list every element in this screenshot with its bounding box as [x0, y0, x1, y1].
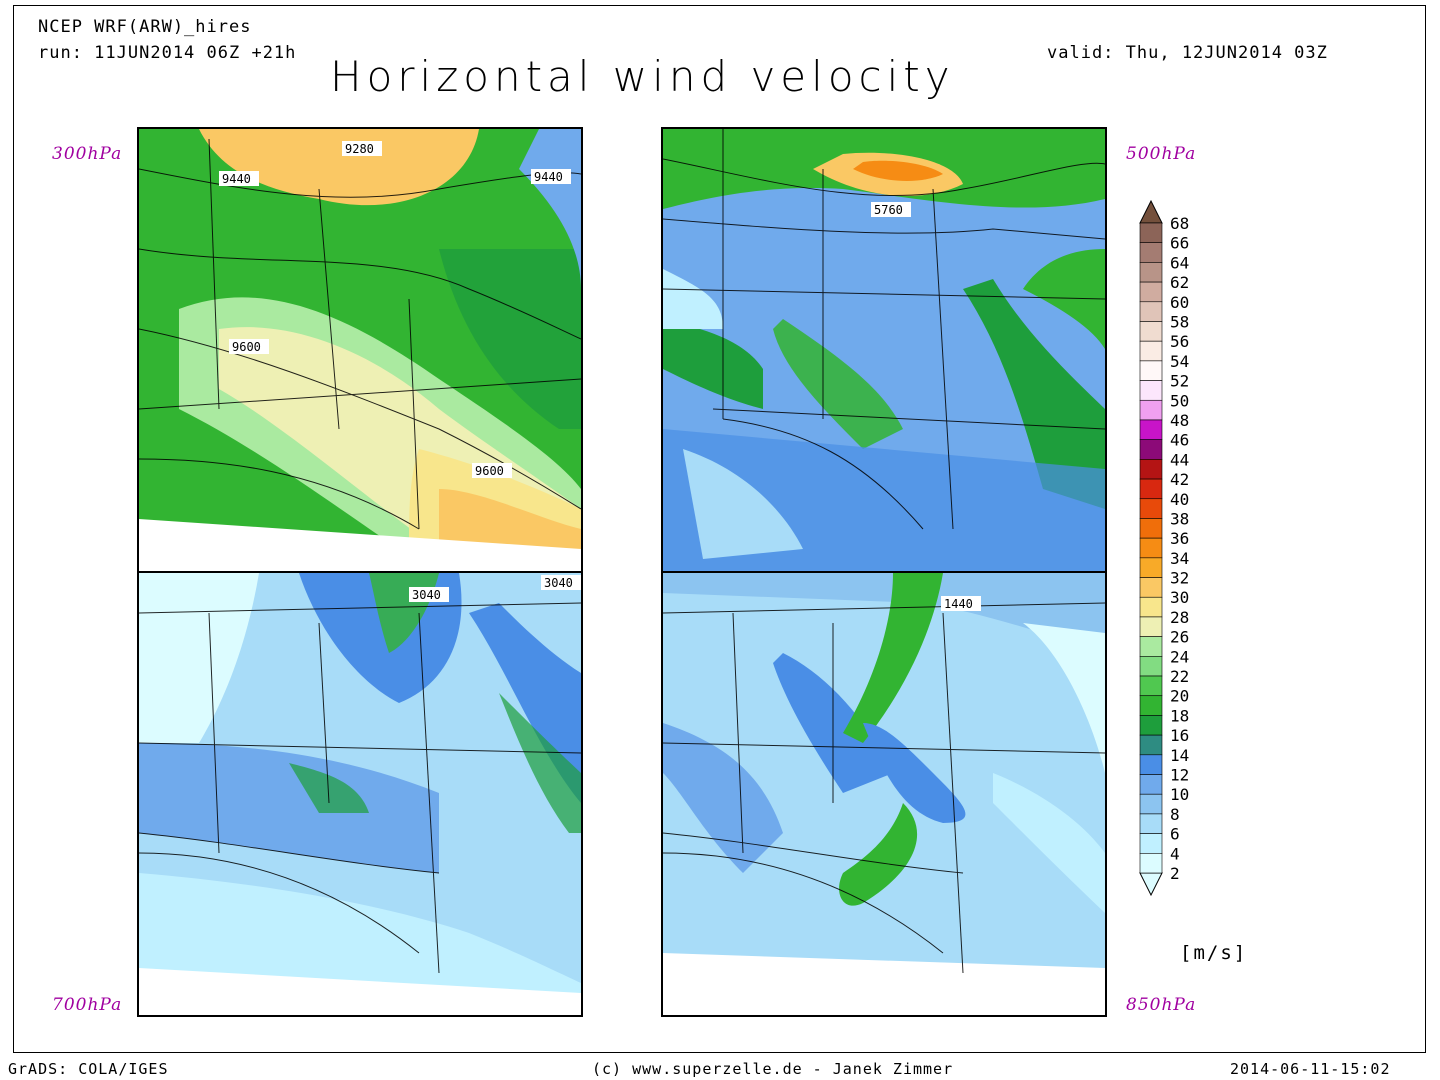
colorbar-swatch	[1139, 774, 1163, 795]
colorbar-tick-label: 8	[1170, 805, 1180, 824]
colorbar-tick-label: 48	[1170, 411, 1189, 430]
colorbar-tick-label: 36	[1170, 529, 1189, 548]
contour-label: 5760	[874, 203, 903, 217]
colorbar-swatch	[1139, 301, 1163, 322]
colorbar-swatch	[1139, 793, 1163, 815]
colorbar-swatch	[1139, 360, 1163, 381]
colorbar-swatch	[1139, 754, 1163, 775]
contour-label: 3040	[544, 576, 573, 590]
level-label-850: 850hPa	[1126, 995, 1197, 1015]
map-panel-700hpa: 3040 3040	[137, 571, 583, 1017]
colorbar-tick-label: 46	[1170, 431, 1189, 450]
colorbar-swatch	[1139, 459, 1163, 480]
colorbar-swatch	[1139, 262, 1163, 283]
colorbar-swatch	[1139, 321, 1163, 342]
map-panel-300hpa: 9280 9440 9440 9600 9600	[137, 127, 583, 573]
colorbar-tick-label: 20	[1170, 687, 1189, 706]
colorbar-swatch	[1139, 557, 1163, 578]
valid-time: valid: Thu, 12JUN2014 03Z	[1047, 43, 1328, 63]
colorbar-tick-label: 6	[1170, 825, 1180, 844]
colorbar-swatch	[1139, 833, 1163, 854]
colorbar-swatch	[1139, 478, 1163, 500]
colorbar-swatch	[1139, 222, 1163, 243]
level-label-500: 500hPa	[1126, 144, 1197, 164]
colorbar-min-arrow	[1139, 872, 1163, 897]
colorbar-swatch	[1139, 656, 1163, 677]
colorbar-swatch	[1139, 419, 1163, 440]
colorbar-swatch	[1139, 715, 1163, 736]
run-time: run: 11JUN2014 06Z +21h	[38, 43, 297, 63]
contour-label: 3040	[412, 588, 441, 602]
contour-label: 9600	[232, 340, 261, 354]
colorbar-tick-label: 50	[1170, 391, 1189, 410]
colorbar-swatch	[1139, 380, 1163, 401]
contour-label: 9600	[475, 464, 504, 478]
colorbar-swatch	[1139, 675, 1163, 697]
colorbar-tick-label: 26	[1170, 628, 1189, 647]
colorbar-legend: 6866646260585654525048464442403836343230…	[1139, 199, 1189, 897]
colorbar-tick-label: 4	[1170, 844, 1180, 863]
colorbar-tick-label: 68	[1170, 214, 1189, 233]
colorbar-tick-label: 28	[1170, 608, 1189, 627]
colorbar-tick-label: 52	[1170, 372, 1189, 391]
colorbar-swatch	[1139, 734, 1163, 756]
footer-timestamp: 2014-06-11-15:02	[1230, 1060, 1391, 1078]
colorbar-tick-label: 66	[1170, 234, 1189, 253]
contour-label: 9280	[345, 142, 374, 156]
contour-label: 1440	[944, 597, 973, 611]
colorbar-swatch	[1139, 498, 1163, 519]
footer-credit: (c) www.superzelle.de - Janek Zimmer	[592, 1060, 954, 1078]
colorbar-swatch	[1139, 537, 1163, 559]
colorbar-tick-label: 14	[1170, 746, 1189, 765]
colorbar-tick-label: 30	[1170, 588, 1189, 607]
colorbar-tick-label: 64	[1170, 253, 1189, 272]
colorbar-tick-label: 56	[1170, 332, 1189, 351]
colorbar-swatch	[1139, 596, 1163, 618]
colorbar-tick-label: 16	[1170, 726, 1189, 745]
level-label-300: 300hPa	[52, 144, 123, 164]
colorbar-tick-label: 60	[1170, 293, 1189, 312]
model-name: NCEP WRF(ARW)_hires	[38, 17, 252, 37]
plot-frame	[13, 5, 1426, 1053]
colorbar-swatch	[1139, 616, 1163, 637]
colorbar-swatch	[1139, 577, 1163, 598]
colorbar-max-arrow	[1139, 199, 1163, 224]
contour-label: 9440	[534, 170, 563, 184]
colorbar-tick-label: 40	[1170, 490, 1189, 509]
colorbar-tick-label: 24	[1170, 647, 1189, 666]
colorbar-swatch	[1139, 695, 1163, 716]
footer-grads: GrADS: COLA/IGES	[8, 1060, 169, 1078]
colorbar-swatch	[1139, 518, 1163, 539]
colorbar-tick-label: 38	[1170, 509, 1189, 528]
map-panel-500hpa: 5760	[661, 127, 1107, 573]
colorbar-tick-label: 42	[1170, 470, 1189, 489]
colorbar-tick-label: 62	[1170, 273, 1189, 292]
level-label-700: 700hPa	[52, 995, 123, 1015]
colorbar-tick-label: 44	[1170, 450, 1189, 469]
colorbar-tick-label: 34	[1170, 549, 1189, 568]
colorbar-swatch	[1139, 439, 1163, 460]
colorbar-swatch	[1139, 242, 1163, 263]
colorbar-swatch	[1139, 853, 1163, 874]
colorbar-tick-label: 12	[1170, 766, 1189, 785]
map-panel-850hpa: 1440	[661, 571, 1107, 1017]
colorbar-tick-label: 58	[1170, 312, 1189, 331]
colorbar-tick-label: 10	[1170, 785, 1189, 804]
colorbar-swatch	[1139, 281, 1163, 303]
colorbar-tick-label: 18	[1170, 706, 1189, 725]
colorbar-tick-label: 22	[1170, 667, 1189, 686]
colorbar-swatch	[1139, 399, 1163, 421]
colorbar-swatch	[1139, 813, 1163, 834]
map-title: Horizontal wind velocity	[330, 52, 955, 101]
colorbar-swatch	[1139, 636, 1163, 657]
unit-label: [m/s]	[1180, 942, 1248, 964]
colorbar-tick-label: 32	[1170, 569, 1189, 588]
colorbar-swatch	[1139, 340, 1163, 362]
contour-label: 9440	[222, 172, 251, 186]
colorbar-tick-label: 2	[1170, 864, 1180, 883]
colorbar-tick-label: 54	[1170, 352, 1189, 371]
